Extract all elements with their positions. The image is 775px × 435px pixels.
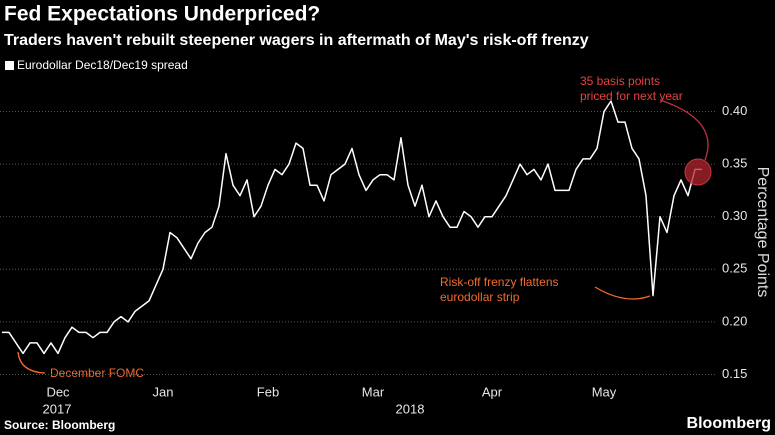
legend-swatch [5, 61, 14, 70]
y-tick-label: 0.35 [722, 156, 747, 171]
year-label: 2018 [396, 401, 425, 416]
annotation: eurodollar strip [440, 290, 520, 304]
x-tick-label: May [592, 384, 617, 399]
y-tick-label: 0.20 [722, 313, 747, 328]
x-tick-label: Mar [362, 384, 385, 399]
y-tick-label: 0.30 [722, 208, 747, 223]
x-tick-label: Feb [257, 384, 279, 399]
annotation: priced for next year [580, 89, 683, 103]
annotation-circle [684, 158, 712, 186]
data-line [2, 100, 702, 355]
chart-title: Fed Expectations Underpriced? [4, 3, 320, 26]
y-tick-label: 0.25 [722, 261, 747, 276]
annotation: Risk-off frenzy flattens [440, 275, 559, 289]
y-tick-label: 0.15 [722, 366, 747, 381]
source: Source: Bloomberg [4, 418, 115, 432]
annotation-line [659, 99, 709, 161]
year-label: 2017 [43, 401, 72, 416]
x-tick-label: Jan [153, 384, 174, 399]
x-tick-label: Apr [482, 384, 503, 399]
x-tick-label: Dec [46, 384, 70, 399]
annotation: 35 basis points [580, 74, 660, 88]
chart-subtitle: Traders haven't rebuilt steepener wagers… [4, 32, 589, 49]
annotation-line [17, 351, 46, 374]
y-axis-title: Percentage Points [754, 167, 771, 298]
legend-label: Eurodollar Dec18/Dec19 spread [17, 58, 188, 72]
y-tick-label: 0.40 [722, 103, 747, 118]
annotation: December FOMC [50, 366, 144, 380]
annotation-line [594, 286, 651, 300]
brand: Bloomberg [687, 415, 771, 432]
